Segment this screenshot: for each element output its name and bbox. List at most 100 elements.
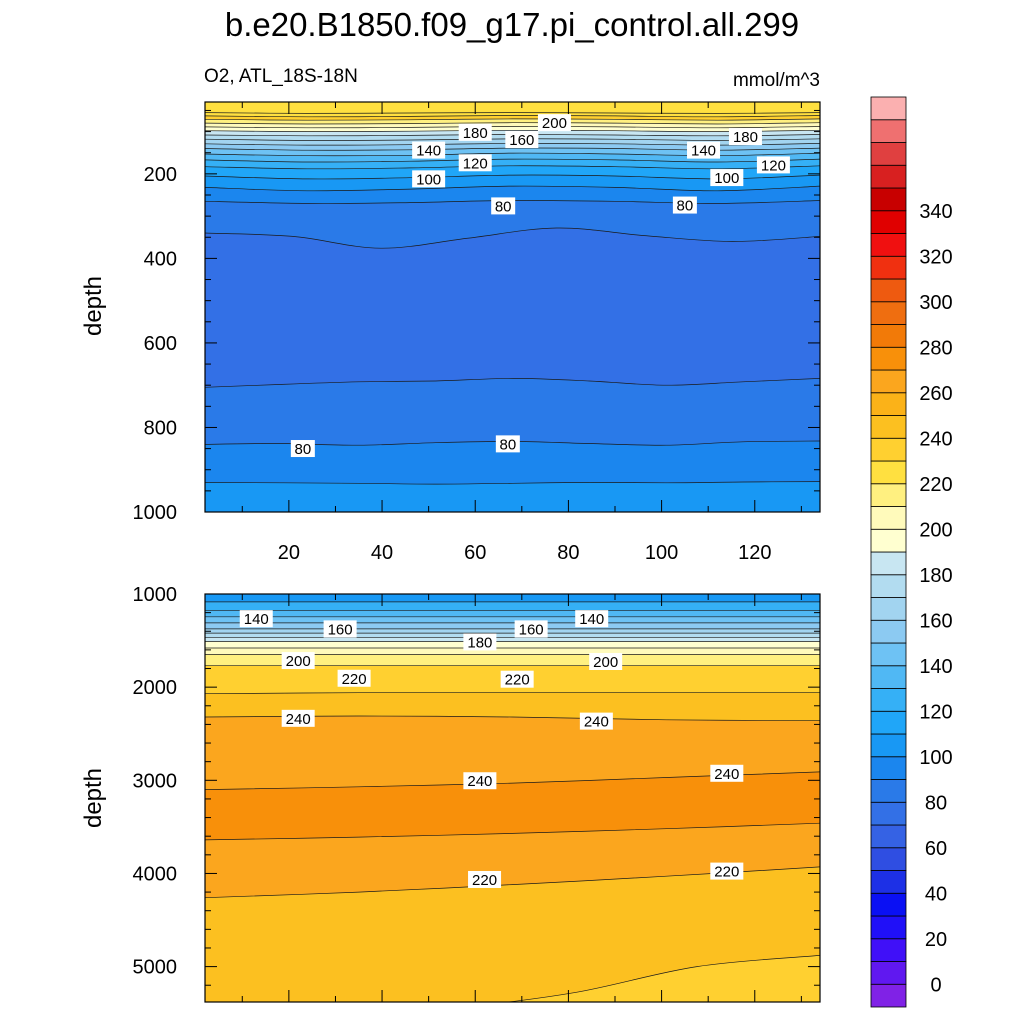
contour-label-box (463, 633, 497, 651)
colorbar-swatch (870, 415, 907, 439)
contour-line (205, 185, 820, 192)
colorbar-tick-label: 180 (919, 565, 952, 587)
contour-label-text: 140 (579, 611, 604, 628)
contour-band (205, 866, 820, 1002)
colorbar-tick-label: 140 (919, 656, 952, 678)
contour-label-text: 160 (519, 621, 544, 638)
contour-label: 240 (281, 709, 315, 728)
colorbar-tick-label: 0 (930, 974, 941, 996)
colorbar-swatch (870, 119, 907, 143)
contour-label: 120 (756, 156, 790, 174)
contour-label-box (468, 870, 502, 888)
colorbar-swatch (870, 506, 907, 530)
colorbar-swatch (870, 233, 907, 257)
contour-label-box (412, 170, 446, 188)
axis-ticks (205, 593, 820, 1002)
colorbar-swatch (870, 597, 907, 621)
colorbar-swatch (870, 142, 907, 166)
colorbar-swatch (870, 824, 907, 849)
contour-line (205, 692, 820, 695)
contour-label-box (500, 670, 534, 688)
contour-label-text: 80 (499, 436, 516, 453)
colorbar-swatch (870, 255, 907, 280)
contour-line (205, 378, 820, 388)
contour-label-box (537, 114, 571, 132)
contour-line (205, 129, 820, 132)
contour-label-box (505, 131, 539, 149)
y-tick-label: 200 (144, 164, 177, 186)
contour-label-box (579, 712, 613, 730)
contour-label-box (290, 440, 315, 458)
colorbar-tick-label: 160 (919, 610, 952, 632)
contour-label: 80 (495, 435, 520, 453)
contour-label-text: 180 (467, 634, 492, 651)
contour-label-box (281, 709, 315, 727)
deep-ocean-panel: 140 160 140 160 180 200 200 220 220 240 240 240 240 2… (133, 584, 821, 1003)
y-tick-label: 1000 (133, 584, 178, 606)
contour-label: 200 (537, 114, 571, 132)
contour-label-text: 220 (342, 671, 367, 688)
contour-label: 140 (239, 610, 273, 628)
contour-label: 240 (579, 712, 613, 731)
colorbar-tick-label: 220 (919, 474, 952, 496)
contour-label: 140 (412, 141, 446, 160)
x-tick-label: 120 (738, 542, 771, 564)
colorbar-swatch (870, 915, 907, 940)
contour-label: 100 (710, 169, 744, 187)
contour-label-box (495, 435, 520, 453)
contour-label-text: 120 (463, 155, 488, 172)
y-tick-label: 4000 (133, 863, 178, 885)
contour-label: 140 (687, 141, 721, 160)
contour-label-text: 100 (416, 171, 441, 188)
contour-label-text: 220 (714, 864, 739, 881)
contour-label-text: 220 (472, 872, 497, 889)
contour-label-text: 180 (733, 129, 758, 146)
colorbar-tick-label: 320 (919, 246, 952, 268)
colorbar-swatch (870, 892, 907, 917)
contour-label-text: 240 (714, 766, 739, 783)
colorbar-tick-label: 200 (919, 519, 952, 541)
contour-label-text: 240 (467, 773, 492, 790)
contour-label: 80 (491, 197, 516, 215)
contour-line (205, 122, 820, 125)
colorbar-swatch (870, 437, 907, 462)
colorbar-swatch (870, 983, 907, 1008)
colorbar-tick-label: 260 (919, 383, 952, 405)
contour-label: 180 (728, 128, 762, 146)
colorbar-swatch (870, 528, 907, 553)
colorbar-swatch (870, 847, 907, 871)
contour-line (205, 126, 820, 129)
plot-frame (204, 593, 821, 1003)
colorbar-swatch (870, 301, 907, 325)
upper-ocean-panel: 200 180 160 180 140 140 120 120 100 100 80 80 80 80 20… (133, 101, 821, 564)
y-tick-label: 600 (144, 333, 177, 355)
contour-label-text: 80 (495, 198, 512, 215)
colorbar-tick-label: 280 (919, 337, 952, 359)
contour-line (205, 118, 820, 121)
contour-label-text: 200 (542, 115, 567, 132)
colorbar-swatch (870, 369, 907, 394)
contour-label-box (323, 620, 357, 638)
colorbar-swatch (870, 278, 907, 303)
contour-label-box (458, 154, 492, 172)
contour-label-box (672, 196, 697, 214)
colorbar-tick-label: 340 (919, 201, 952, 223)
contour-line (205, 165, 820, 170)
y-tick-label: 1000 (133, 502, 178, 524)
figure-title: b.e20.B1850.f09_g17.pi_control.all.299 (225, 6, 799, 43)
contour-label-text: 240 (584, 714, 609, 731)
contour-label: 220 (710, 862, 744, 881)
y-tick-label: 3000 (133, 770, 178, 792)
y-tick-label: 800 (144, 417, 177, 439)
colorbar-swatch (870, 164, 907, 189)
contour-label: 200 (589, 653, 623, 671)
contour-line (205, 115, 820, 118)
contour-label-text: 140 (244, 611, 269, 628)
colorbar-tick-label: 60 (925, 838, 947, 860)
bottom-y-axis-label: depth (80, 768, 107, 828)
colorbar-swatch (870, 710, 907, 735)
contour-label-text: 220 (505, 672, 530, 689)
contour-line (205, 481, 820, 485)
colorbar-swatch (870, 665, 907, 689)
